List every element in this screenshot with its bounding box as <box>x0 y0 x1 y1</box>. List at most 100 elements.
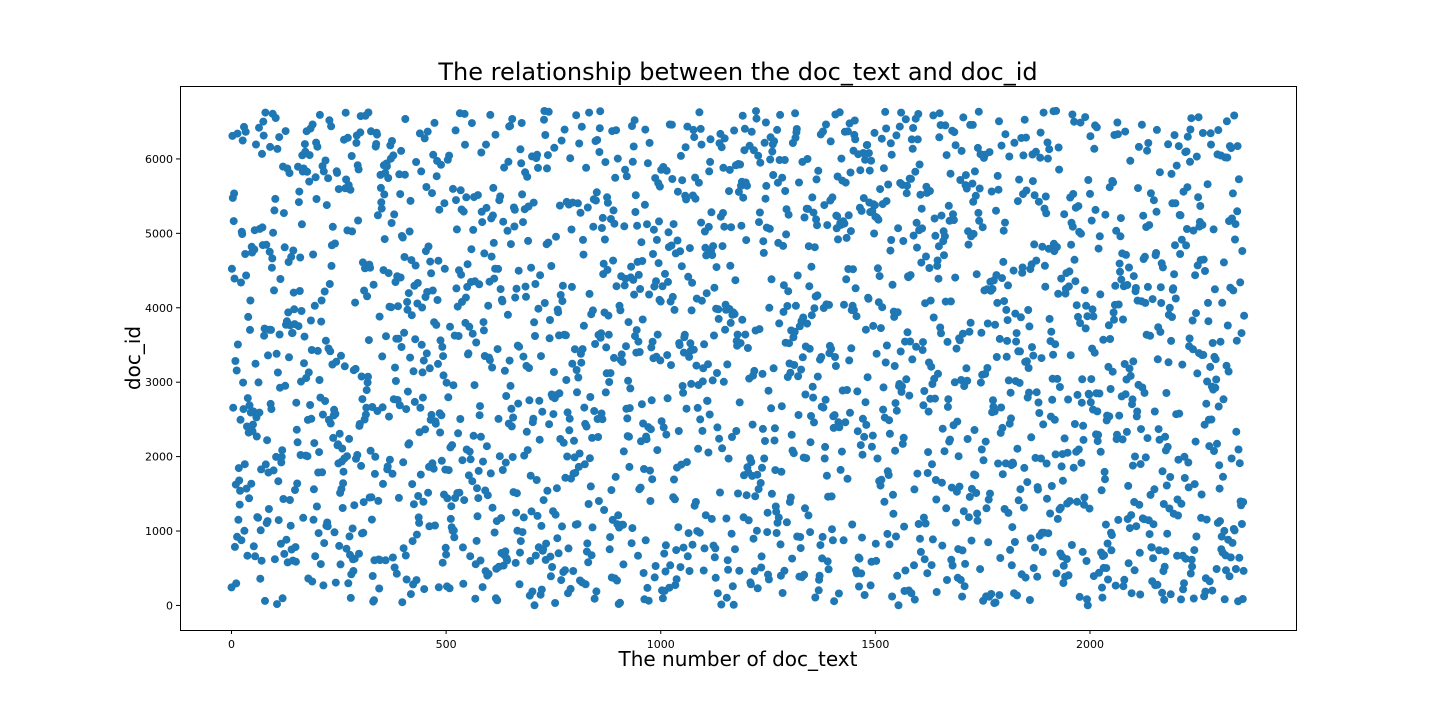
scatter-point <box>1185 334 1194 343</box>
scatter-point <box>669 220 678 229</box>
scatter-point <box>1230 111 1239 120</box>
scatter-point <box>384 174 393 182</box>
scatter-point <box>575 139 584 148</box>
scatter-point <box>652 235 661 244</box>
scatter-point <box>732 427 741 435</box>
scatter-point <box>863 373 872 382</box>
scatter-point <box>976 565 985 574</box>
scatter-point <box>325 280 334 288</box>
scatter-point <box>743 181 751 190</box>
scatter-point <box>754 151 763 160</box>
scatter-point <box>918 346 927 354</box>
scatter-point <box>1162 481 1171 490</box>
scatter-point <box>735 398 744 407</box>
scatter-point <box>750 366 759 375</box>
scatter-point <box>1092 123 1101 132</box>
scatter-point <box>1161 432 1170 441</box>
scatter-point <box>307 346 316 354</box>
x-tick-label: 1500 <box>861 638 889 651</box>
scatter-point <box>605 545 614 554</box>
scatter-point <box>351 298 360 307</box>
scatter-point <box>261 460 270 469</box>
scatter-point <box>743 344 752 352</box>
scatter-point <box>707 514 716 523</box>
scatter-point <box>744 516 753 525</box>
scatter-point <box>254 513 263 522</box>
scatter-point <box>1211 383 1220 392</box>
scatter-point <box>391 363 399 372</box>
scatter-point <box>736 339 745 348</box>
scatter-point <box>628 524 637 533</box>
scatter-point <box>466 455 475 464</box>
scatter-point <box>667 241 676 250</box>
scatter-point <box>474 494 483 503</box>
scatter-point <box>367 515 376 524</box>
scatter-point <box>867 442 876 451</box>
scatter-point <box>877 134 886 143</box>
scatter-point <box>415 518 424 527</box>
scatter-point <box>807 412 815 420</box>
x-axis: 0 500 1000 1500 2000 <box>228 630 1104 651</box>
scatter-point <box>724 454 733 463</box>
scatter-point <box>1227 144 1236 153</box>
scatter-point <box>931 231 940 240</box>
scatter-point <box>781 187 790 195</box>
scatter-point <box>630 290 639 299</box>
scatter-point <box>1225 572 1234 581</box>
scatter-point <box>467 119 476 128</box>
scatter-point <box>782 230 791 239</box>
scatter-point <box>433 296 442 304</box>
scatter-point <box>251 359 260 368</box>
scatter-point <box>406 590 415 599</box>
scatter-point <box>907 589 916 598</box>
scatter-point <box>961 171 970 180</box>
scatter-point <box>560 125 569 134</box>
scatter-point <box>1212 565 1221 573</box>
scatter-point <box>1004 376 1013 385</box>
scatter-point <box>461 293 470 302</box>
scatter-point <box>408 537 417 546</box>
scatter-point <box>1031 543 1039 552</box>
scatter-point <box>494 414 503 423</box>
scatter-point <box>431 521 439 530</box>
scatter-point <box>1010 138 1019 147</box>
scatter-point <box>314 529 323 538</box>
scatter-point <box>672 546 681 555</box>
scatter-point <box>638 257 647 265</box>
scatter-point <box>1127 589 1136 598</box>
scatter-point <box>477 148 486 157</box>
scatter-point <box>1127 511 1136 520</box>
scatter-point <box>923 469 932 477</box>
scatter-point <box>619 520 627 529</box>
y-tick-label: 0 <box>166 599 173 612</box>
scatter-point <box>241 127 250 136</box>
scatter-point <box>760 138 769 147</box>
scatter-point <box>955 336 964 345</box>
scatter-point <box>516 548 524 557</box>
scatter-point <box>995 591 1004 600</box>
scatter-point <box>843 386 851 394</box>
scatter-point <box>1219 472 1227 481</box>
scatter-point <box>676 151 685 160</box>
y-tick-label: 1000 <box>145 525 173 538</box>
scatter-point <box>798 353 807 362</box>
scatter-point <box>746 580 755 589</box>
scatter-point <box>696 415 705 424</box>
scatter-point <box>1074 445 1083 454</box>
scatter-point <box>1139 211 1148 220</box>
scatter-point <box>642 435 651 444</box>
scatter-point <box>1077 398 1086 407</box>
scatter-point <box>1149 520 1158 529</box>
scatter-point <box>1165 303 1174 312</box>
scatter-point <box>1016 347 1024 356</box>
scatter-point <box>1086 189 1094 198</box>
scatter-point <box>506 240 515 249</box>
scatter-point <box>910 595 919 604</box>
scatter-point <box>800 213 809 222</box>
scatter-point <box>346 593 355 602</box>
scatter-point <box>764 386 773 395</box>
scatter-point <box>1013 591 1021 600</box>
scatter-point <box>856 166 865 175</box>
scatter-point <box>362 386 371 395</box>
scatter-point <box>1089 312 1098 321</box>
